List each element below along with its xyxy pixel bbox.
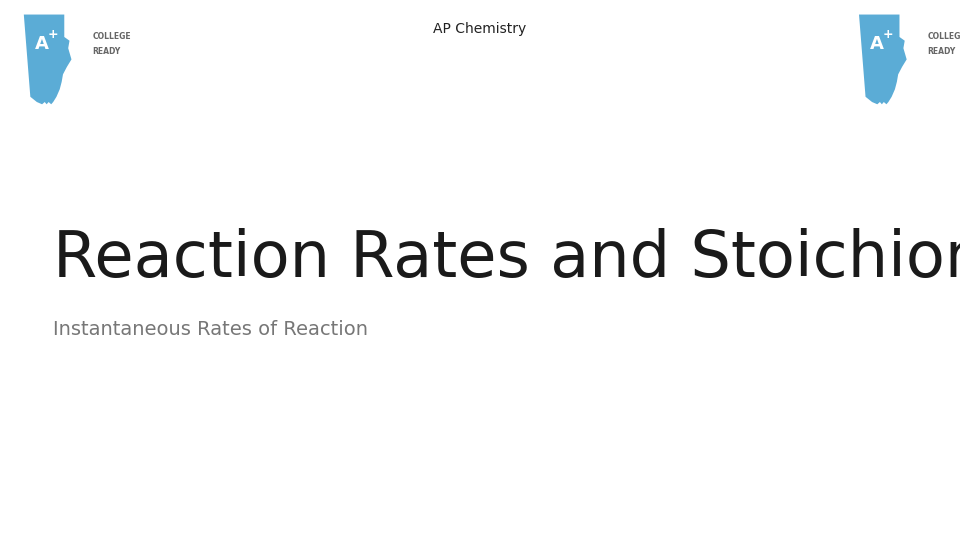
Polygon shape (859, 15, 906, 104)
Text: A: A (36, 36, 49, 53)
Text: AP Chemistry: AP Chemistry (433, 22, 527, 36)
Text: READY: READY (927, 48, 956, 56)
Text: +: + (883, 28, 894, 41)
Polygon shape (24, 15, 71, 104)
Text: A: A (871, 36, 884, 53)
Text: +: + (48, 28, 59, 41)
Text: Reaction Rates and Stoichiometry: Reaction Rates and Stoichiometry (53, 228, 960, 290)
Text: Instantaneous Rates of Reaction: Instantaneous Rates of Reaction (53, 320, 368, 339)
Text: COLLEGE: COLLEGE (927, 32, 960, 42)
Text: READY: READY (92, 48, 121, 56)
Text: COLLEGE: COLLEGE (92, 32, 131, 42)
